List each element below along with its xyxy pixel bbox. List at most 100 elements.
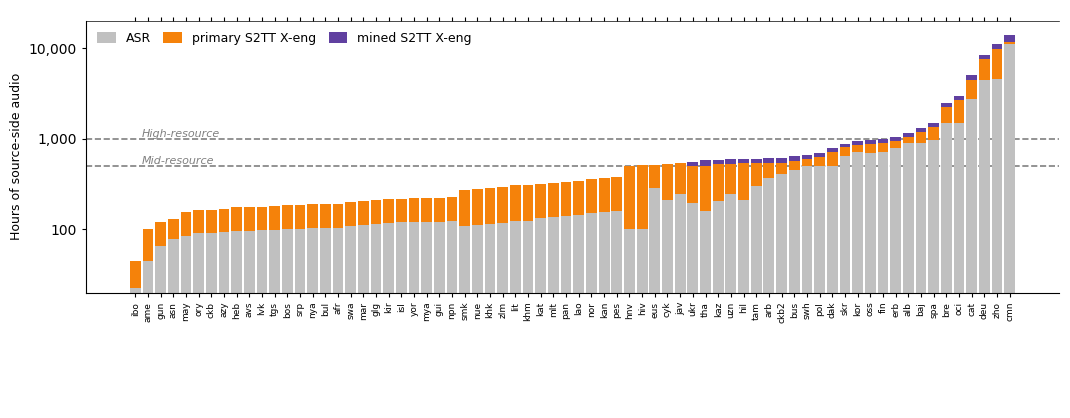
- Bar: [725, 194, 736, 418]
- Bar: [675, 163, 686, 194]
- Bar: [294, 205, 305, 229]
- Bar: [346, 226, 356, 418]
- Bar: [713, 164, 723, 201]
- Bar: [181, 212, 192, 236]
- Bar: [446, 197, 458, 221]
- Bar: [890, 137, 901, 141]
- Bar: [687, 203, 699, 418]
- Bar: [649, 189, 660, 418]
- Bar: [257, 206, 268, 230]
- Text: High-resource: High-resource: [141, 129, 219, 139]
- Bar: [231, 231, 242, 418]
- Bar: [953, 96, 964, 99]
- Bar: [548, 183, 559, 217]
- Legend: ASR, primary S2TT X-eng, mined S2TT X-eng: ASR, primary S2TT X-eng, mined S2TT X-en…: [92, 27, 477, 50]
- Bar: [231, 207, 242, 231]
- Bar: [738, 159, 749, 163]
- Bar: [903, 133, 914, 138]
- Bar: [142, 261, 153, 418]
- Bar: [485, 188, 495, 224]
- Bar: [827, 166, 838, 418]
- Bar: [713, 201, 723, 418]
- Bar: [396, 222, 407, 418]
- Bar: [320, 204, 331, 227]
- Bar: [865, 153, 875, 418]
- Bar: [713, 160, 723, 164]
- Bar: [320, 227, 331, 418]
- Bar: [890, 148, 901, 418]
- Bar: [205, 233, 216, 418]
- Bar: [814, 157, 825, 166]
- Bar: [194, 209, 204, 233]
- Bar: [257, 230, 268, 418]
- Bar: [624, 229, 635, 418]
- Bar: [966, 79, 977, 99]
- Bar: [510, 186, 521, 222]
- Bar: [599, 212, 610, 418]
- Bar: [953, 99, 964, 123]
- Bar: [992, 48, 1003, 79]
- Bar: [498, 187, 508, 223]
- Bar: [561, 182, 571, 216]
- Bar: [877, 139, 888, 143]
- Bar: [852, 145, 863, 152]
- Bar: [409, 222, 419, 418]
- Bar: [979, 79, 990, 418]
- Bar: [498, 223, 508, 418]
- Bar: [801, 155, 812, 159]
- Bar: [155, 222, 166, 246]
- Bar: [801, 159, 812, 166]
- Bar: [434, 198, 445, 222]
- Bar: [459, 190, 470, 226]
- Bar: [675, 194, 686, 418]
- Bar: [764, 178, 775, 418]
- Bar: [687, 161, 699, 166]
- Bar: [700, 211, 710, 418]
- Bar: [966, 99, 977, 418]
- Bar: [776, 174, 786, 418]
- Bar: [941, 107, 951, 123]
- Bar: [941, 123, 951, 418]
- Bar: [611, 177, 622, 211]
- Bar: [218, 232, 229, 418]
- Bar: [865, 140, 875, 144]
- Bar: [751, 159, 762, 163]
- Bar: [789, 170, 799, 418]
- Bar: [358, 224, 369, 418]
- Text: Mid-resource: Mid-resource: [141, 156, 214, 166]
- Bar: [548, 217, 559, 418]
- Bar: [624, 166, 635, 229]
- Bar: [776, 158, 786, 163]
- Bar: [194, 233, 204, 418]
- Bar: [953, 123, 964, 418]
- Bar: [396, 199, 407, 222]
- Bar: [244, 207, 255, 231]
- Bar: [586, 213, 597, 418]
- Bar: [840, 147, 851, 155]
- Bar: [333, 204, 343, 227]
- Bar: [168, 239, 179, 418]
- Bar: [586, 179, 597, 213]
- Bar: [129, 288, 140, 418]
- Bar: [307, 228, 318, 418]
- Bar: [687, 166, 699, 203]
- Bar: [510, 222, 521, 418]
- Bar: [244, 231, 255, 418]
- Bar: [789, 161, 799, 170]
- Bar: [827, 152, 838, 166]
- Bar: [916, 143, 927, 418]
- Bar: [725, 160, 736, 163]
- Bar: [801, 166, 812, 418]
- Bar: [422, 198, 432, 222]
- Bar: [725, 163, 736, 194]
- Bar: [865, 144, 875, 153]
- Bar: [814, 166, 825, 418]
- Bar: [281, 229, 293, 418]
- Bar: [662, 200, 673, 418]
- Bar: [333, 227, 343, 418]
- Bar: [852, 152, 863, 418]
- Bar: [472, 189, 483, 225]
- Bar: [281, 205, 293, 229]
- Bar: [764, 158, 775, 163]
- Bar: [574, 215, 584, 418]
